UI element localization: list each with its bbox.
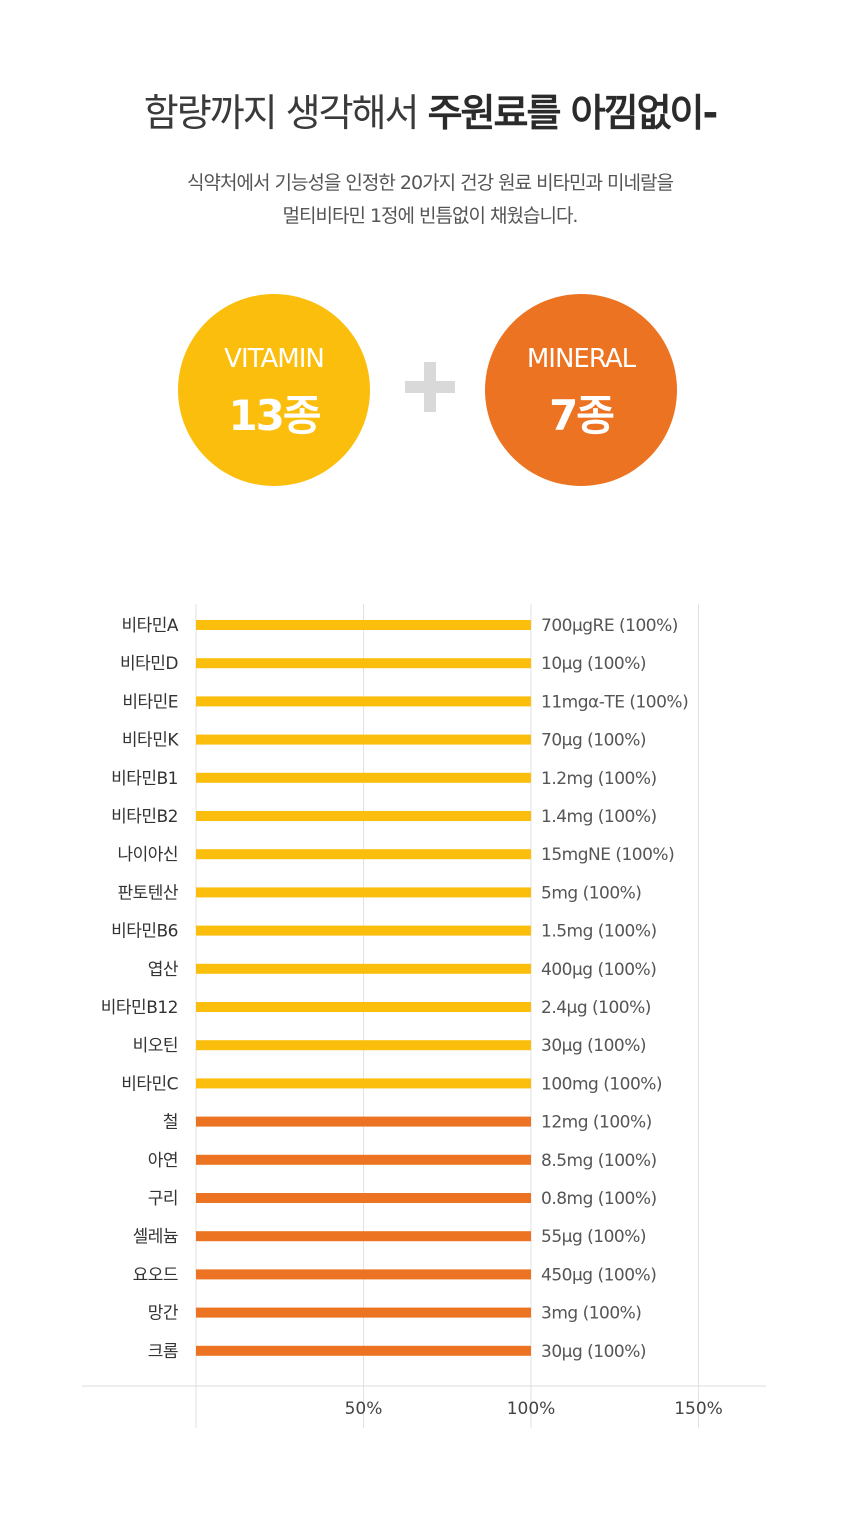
mineral-count: 7종: [549, 391, 615, 440]
plus-icon: [405, 362, 455, 412]
bar-mineral: [196, 1154, 531, 1165]
value-label: 1.5mg (100%): [541, 922, 657, 942]
value-label: 55μg (100%): [541, 1227, 646, 1247]
bar-vitamin: [196, 963, 531, 974]
category-label: 비타민D: [120, 654, 178, 674]
category-label: 비타민C: [121, 1074, 178, 1094]
vitamin-count: 13종: [228, 391, 321, 440]
bar-mineral: [196, 1307, 531, 1318]
subtitle-line-2: 멀티비타민 1정에 빈틈없이 채웠습니다.: [282, 205, 579, 227]
value-label: 30μg (100%): [541, 1036, 646, 1056]
bar-vitamin: [196, 696, 531, 707]
value-label: 450μg (100%): [541, 1265, 656, 1285]
mineral-label: MINERAL: [526, 344, 636, 374]
category-label: 요오드: [133, 1265, 178, 1285]
subtitle-line-1: 식약처에서 기능성을 인정한 20가지 건강 원료 비타민과 미네랄을: [187, 172, 674, 194]
value-label: 10μg (100%): [541, 654, 646, 674]
x-tick-label: 100%: [507, 1399, 556, 1419]
x-tick-label: 50%: [345, 1399, 383, 1419]
category-label: 크롬: [148, 1342, 178, 1362]
category-label: 판토텐산: [117, 883, 178, 903]
bar-vitamin: [196, 620, 531, 630]
category-label: 구리: [148, 1189, 178, 1209]
category-label: 비타민B12: [101, 998, 178, 1018]
value-label: 1.4mg (100%): [541, 807, 657, 827]
value-label: 15mgNE (100%): [541, 845, 674, 865]
bar-vitamin: [196, 658, 531, 669]
vitamin-circle: VITAMIN 13종: [178, 294, 370, 486]
value-label: 400μg (100%): [541, 960, 656, 980]
bar-mineral: [196, 1345, 531, 1356]
category-label: 비타민B2: [111, 807, 178, 827]
value-label: 0.8mg (100%): [541, 1189, 657, 1209]
value-label: 100mg (100%): [541, 1074, 662, 1094]
bar-mineral: [196, 1193, 531, 1203]
bar-vitamin: [196, 734, 531, 745]
bar-vitamin: [196, 1078, 531, 1089]
category-label: 아연: [148, 1151, 178, 1171]
bar-vitamin: [196, 1002, 531, 1012]
value-label: 3mg (100%): [541, 1304, 641, 1324]
category-label: 엽산: [148, 960, 179, 980]
bar-vitamin: [196, 1040, 531, 1051]
category-label: 셀레늄: [133, 1227, 178, 1247]
bar-vitamin: [196, 887, 531, 898]
category-label: 나이아신: [117, 845, 178, 865]
category-label: 비타민E: [122, 692, 178, 712]
bar-mineral: [196, 1116, 531, 1127]
bar-vitamin: [196, 849, 531, 860]
category-label: 비타민B1: [111, 769, 178, 789]
mineral-circle: MINERAL 7종: [485, 294, 677, 486]
headline: 함량까지 생각해서 주원료를 아낌없이-: [0, 82, 860, 137]
value-label: 700μgRE (100%): [541, 616, 678, 636]
value-label: 11mgα-TE (100%): [541, 692, 688, 712]
category-label: 비타민A: [121, 616, 178, 636]
nutrient-bar-chart: 50% 100% 150% 비타민A 700μgRE (100%) 비타민D 10μg (1…: [82, 604, 766, 1428]
headline-bold: 주원료를 아낌없이-: [427, 91, 719, 135]
category-label: 비타민B6: [111, 922, 178, 942]
value-label: 70μg (100%): [541, 731, 646, 751]
bar-vitamin: [196, 925, 531, 936]
bar-mineral: [196, 1231, 531, 1242]
value-label: 2.4μg (100%): [541, 998, 651, 1018]
vitamin-label: VITAMIN: [224, 344, 325, 374]
value-label: 30μg (100%): [541, 1342, 646, 1362]
category-label: 비오틴: [133, 1036, 178, 1056]
category-label: 철: [163, 1113, 178, 1133]
value-label: 8.5mg (100%): [541, 1151, 657, 1171]
bar-vitamin: [196, 811, 531, 821]
bar-vitamin: [196, 772, 531, 783]
value-label: 1.2mg (100%): [541, 769, 657, 789]
category-label: 비타민K: [122, 731, 179, 751]
value-label: 12mg (100%): [541, 1113, 652, 1133]
x-tick-label: 150%: [674, 1399, 723, 1419]
value-label: 5mg (100%): [541, 883, 641, 903]
category-label: 망간: [148, 1304, 179, 1324]
headline-light: 함량까지 생각해서: [143, 91, 428, 135]
bar-mineral: [196, 1269, 531, 1280]
